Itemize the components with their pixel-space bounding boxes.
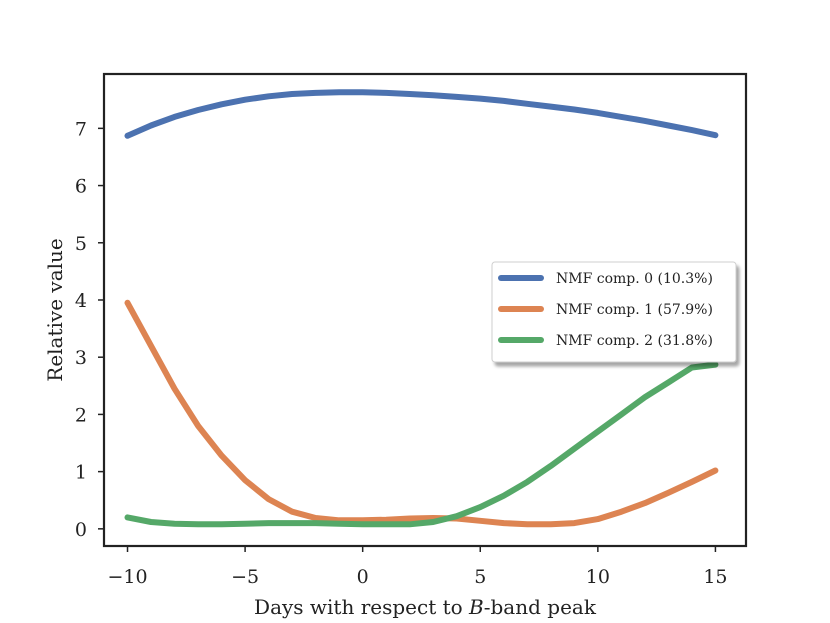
- legend-label-2: NMF comp. 2 (31.8%): [556, 333, 713, 349]
- x-tick-label: −5: [231, 566, 259, 588]
- x-tick-label: 15: [703, 566, 727, 588]
- x-axis-ticks: −10 −5 0 5 10 15: [107, 546, 728, 588]
- y-tick-label: 6: [75, 176, 87, 198]
- legend-items: NMF comp. 0 (10.3%) NMF comp. 1 (57.9%) NM…: [498, 271, 713, 349]
- y-tick-label: 7: [75, 118, 87, 140]
- legend-label-1: NMF comp. 1 (57.9%): [556, 302, 713, 318]
- x-axis-label: Days with respect to B-band peak: [254, 595, 597, 619]
- y-tick-label: 0: [75, 519, 87, 541]
- x-tick-label: 10: [586, 566, 610, 588]
- x-tick-label: −10: [107, 566, 147, 588]
- legend-box: [491, 261, 737, 363]
- series-line-2: [124, 361, 719, 528]
- series-line-1: [124, 299, 719, 528]
- y-tick-label: 4: [75, 290, 87, 312]
- y-tick-label: 2: [75, 404, 87, 426]
- y-tick-label: 3: [75, 347, 87, 369]
- x-tick-label: 5: [474, 566, 486, 588]
- plot-frame: [102, 72, 748, 548]
- y-axis-ticks: 0 1 2 3 4 5 6 7: [75, 118, 104, 541]
- series-line-0: [124, 89, 719, 139]
- legend-label-0: NMF comp. 0 (10.3%): [556, 271, 713, 287]
- series-layer: [124, 89, 719, 528]
- y-tick-label: 1: [75, 462, 87, 484]
- x-tick-label: 0: [357, 566, 369, 588]
- legend: NMF comp. 0 (10.3%) NMF comp. 1 (57.9%) NM…: [491, 261, 737, 363]
- y-tick-label: 5: [75, 233, 87, 255]
- y-axis-label: Relative value: [43, 238, 67, 381]
